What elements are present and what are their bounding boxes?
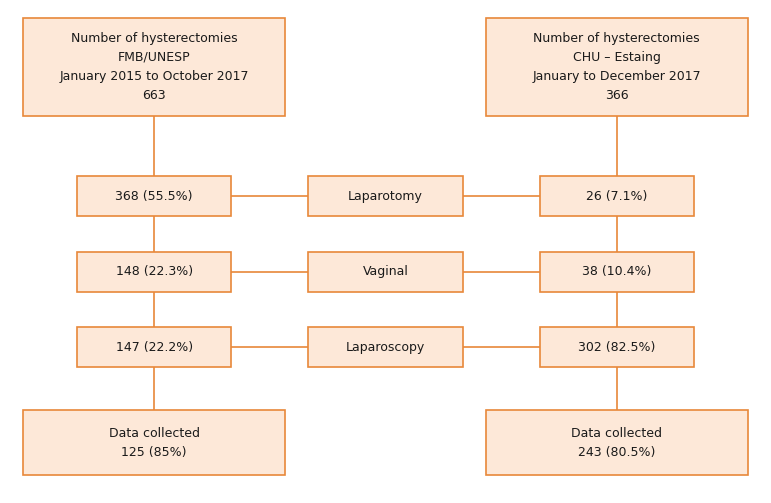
Text: Number of hysterectomies
CHU – Estaing
January to December 2017
366: Number of hysterectomies CHU – Estaing J… (533, 32, 701, 102)
Text: Data collected
243 (80.5%): Data collected 243 (80.5%) (571, 427, 662, 459)
Text: Number of hysterectomies
FMB/UNESP
January 2015 to October 2017
663: Number of hysterectomies FMB/UNESP Janua… (59, 32, 249, 102)
Text: 38 (10.4%): 38 (10.4%) (582, 265, 651, 278)
Text: 26 (7.1%): 26 (7.1%) (586, 190, 648, 203)
Text: 147 (22.2%): 147 (22.2%) (116, 341, 193, 354)
Text: Vaginal: Vaginal (362, 265, 409, 278)
Text: 368 (55.5%): 368 (55.5%) (116, 190, 193, 203)
Text: 148 (22.3%): 148 (22.3%) (116, 265, 193, 278)
Text: 302 (82.5%): 302 (82.5%) (578, 341, 655, 354)
Text: Laparotomy: Laparotomy (348, 190, 423, 203)
Text: Laparoscopy: Laparoscopy (346, 341, 425, 354)
Text: Data collected
125 (85%): Data collected 125 (85%) (109, 427, 200, 459)
